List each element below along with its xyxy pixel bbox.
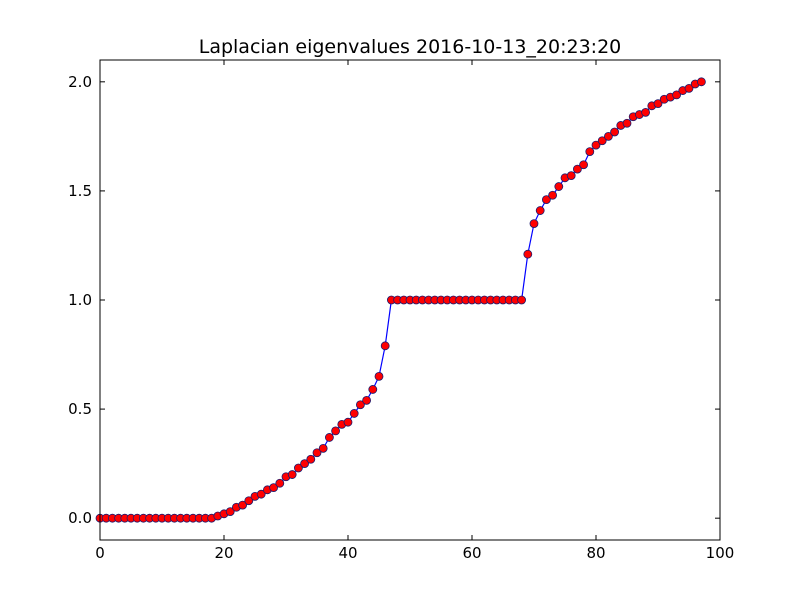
data-point <box>573 164 582 174</box>
data-point <box>343 417 353 427</box>
data-point <box>529 219 539 229</box>
data-point <box>349 409 359 418</box>
y-tick-label: 1.5 <box>68 182 92 200</box>
x-tick-label: 60 <box>462 544 481 562</box>
data-point <box>293 463 303 473</box>
plot-border <box>99 59 721 541</box>
y-tick-label: 0.0 <box>68 509 92 527</box>
data-point <box>548 190 557 200</box>
x-tick-label: 80 <box>586 544 605 562</box>
data-point <box>244 496 254 506</box>
data-point <box>697 77 706 87</box>
data-point <box>380 341 390 351</box>
data-point <box>653 99 663 109</box>
data-point <box>517 295 526 305</box>
data-point <box>610 127 619 137</box>
data-point <box>591 140 601 150</box>
data-point <box>312 448 322 458</box>
y-tick-label: 0.5 <box>68 400 92 418</box>
data-point <box>585 147 595 157</box>
data-point <box>566 171 576 181</box>
data-point <box>523 249 533 259</box>
data-point <box>355 400 365 410</box>
data-point <box>597 136 607 146</box>
data-point <box>331 426 341 436</box>
x-tick-label: 0 <box>95 544 105 562</box>
data-point <box>287 470 297 479</box>
chart-title: Laplacian eigenvalues 2016-10-13_20:23:2… <box>199 36 622 58</box>
data-point <box>554 182 564 191</box>
data-point <box>622 118 632 128</box>
y-tick-label: 1.0 <box>68 291 92 309</box>
data-point <box>275 478 285 488</box>
data-point <box>374 371 384 381</box>
data-point <box>225 507 235 517</box>
data-point <box>300 459 310 469</box>
x-tick-label: 100 <box>706 544 735 562</box>
x-tick-label: 20 <box>214 544 233 562</box>
data-point <box>579 160 588 170</box>
data-point <box>238 500 248 510</box>
data-point <box>672 90 681 100</box>
data-point <box>324 433 334 442</box>
data-point <box>318 443 328 453</box>
data-point <box>306 454 316 464</box>
data-point <box>641 107 650 117</box>
series-layer <box>95 77 706 523</box>
data-point <box>604 131 613 141</box>
data-point <box>535 206 545 215</box>
data-point <box>362 395 372 405</box>
data-point <box>368 385 378 394</box>
data-point <box>269 483 279 493</box>
data-point <box>542 195 551 205</box>
data-point <box>256 489 266 499</box>
tick-labels: 0 20 40 60 80 100 0.0 0.5 1.0 1.5 2.0 <box>68 73 734 562</box>
y-tick-label: 2.0 <box>68 73 92 91</box>
x-tick-label: 40 <box>338 544 357 562</box>
data-point <box>684 83 694 93</box>
